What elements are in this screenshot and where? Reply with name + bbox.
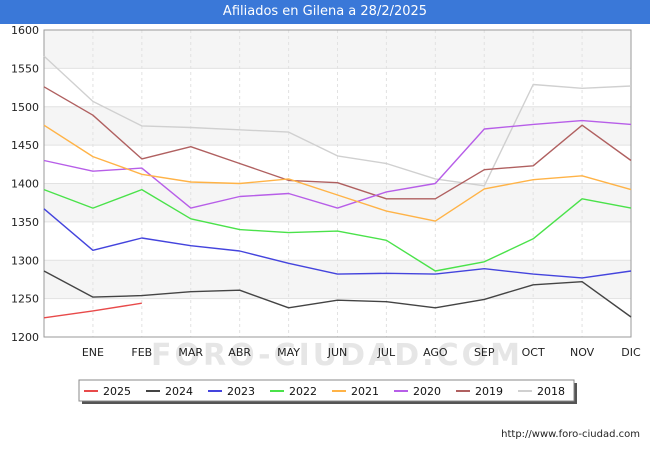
- x-tick-label: DIC: [621, 346, 641, 359]
- x-tick-label: MAY: [277, 346, 300, 359]
- y-tick-label: 1450: [11, 139, 39, 152]
- x-tick-label: SEP: [474, 346, 495, 359]
- y-tick-label: 1400: [11, 178, 39, 191]
- x-tick-label: OCT: [522, 346, 545, 359]
- legend-box: [78, 379, 575, 402]
- legend-label-2025: 2025: [103, 385, 131, 398]
- series-line-2018: [43, 55, 632, 187]
- x-tick-label: MAR: [178, 346, 203, 359]
- series-line-2019: [43, 86, 632, 200]
- y-axis-ticks: 1200 1250 1300 1350 1400 1450 1500 1550 1600: [11, 24, 39, 344]
- series-line-2024: [43, 270, 632, 318]
- footer-url: http://www.foro-ciudad.com: [501, 429, 640, 440]
- chart-title: Afiliados en Gilena a 28/2/2025: [0, 0, 650, 24]
- legend-label-2021: 2021: [351, 385, 379, 398]
- y-tick-label: 1200: [11, 331, 39, 344]
- plot-frame: [43, 29, 632, 338]
- legend-label-2020: 2020: [413, 385, 441, 398]
- legend-label-2022: 2022: [289, 385, 317, 398]
- y-tick-label: 1250: [11, 293, 39, 306]
- series-line-2020: [43, 119, 632, 209]
- legend-label-2018: 2018: [537, 385, 565, 398]
- legend-label-2023: 2023: [227, 385, 255, 398]
- x-axis-ticks: ENE FEB MAR ABR MAY JUN JUL AGO SEP OCT NOV DIC: [82, 346, 641, 359]
- legend-label-2024: 2024: [165, 385, 193, 398]
- y-tick-label: 1350: [11, 216, 39, 229]
- legend: 2025 2024 2023 2022 2021 2020 2019 2018: [78, 379, 577, 404]
- series-line-2023: [43, 208, 632, 279]
- y-tick-label: 1600: [11, 24, 39, 37]
- y-tick-label: 1300: [11, 254, 39, 267]
- x-tick-label: JUN: [327, 346, 348, 359]
- x-tick-label: ENE: [82, 346, 104, 359]
- y-tick-label: 1550: [11, 62, 39, 75]
- x-tick-label: AGO: [423, 346, 448, 359]
- x-tick-label: NOV: [570, 346, 595, 359]
- legend-label-2019: 2019: [475, 385, 503, 398]
- series-line-2022: [43, 188, 632, 272]
- series-lines: [43, 55, 632, 319]
- x-tick-label: ABR: [228, 346, 251, 359]
- x-tick-label: JUL: [377, 346, 396, 359]
- y-tick-label: 1500: [11, 101, 39, 114]
- series-line-2021: [43, 124, 632, 222]
- x-tick-label: FEB: [131, 346, 152, 359]
- watermark: FORO-CIUDAD.COM: [151, 338, 523, 373]
- series-line-2025: [43, 302, 142, 319]
